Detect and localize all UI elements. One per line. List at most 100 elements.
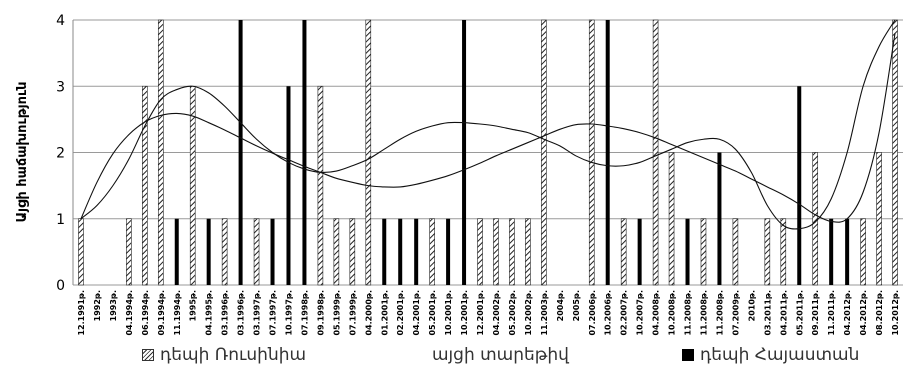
x-tick-label: 11.2011թ. [827,290,836,336]
bar-russia [860,218,866,286]
x-tick-label: 10.2012թ. [891,290,900,336]
bar-russia [126,218,132,286]
bar-armenia [637,218,642,285]
x-tick-label: 04.2001թ. [412,290,421,336]
bar-russia [78,218,84,286]
x-tick-label: 03.1997թ. [253,290,262,336]
bar-russia [588,19,595,286]
x-tick-label: 07.1999թ. [348,290,357,336]
x-tick-label: 11.2008թ. [699,290,708,336]
x-tick-label: 10.2006թ. [604,290,613,336]
bars [78,19,898,286]
bar-russia [892,19,898,286]
bar-russia [620,218,627,286]
x-tick-label: 01.2001թ. [380,290,389,336]
legend-label-trend: այցի տարեթիվ [432,345,569,365]
x-tick-label: 2004թ. [556,290,565,321]
x-tick-label: 04.2000թ. [364,290,373,336]
y-tick-label: 3 [56,79,65,95]
x-tick-label: 07.1997թ. [269,290,278,336]
x-tick-label: 1995թ. [189,290,198,321]
x-tick-label: 03.1996թ. [221,290,230,336]
x-tick-label: 06.1994թ. [141,290,150,336]
x-tick-label: 09.1994թ. [157,290,166,336]
x-tick-label: 11.2008թ. [684,290,693,336]
bar-russia [429,218,435,286]
bar-russia [477,218,483,286]
x-tick-label: 1992թ. [93,290,102,321]
x-tick-label: 04.1994թ. [125,290,134,336]
x-tick-label: 11.1994թ. [173,290,182,336]
bar-russia [700,218,707,286]
x-tick-label: 05.2011թ. [795,290,804,336]
x-tick-label: 04.2008թ. [652,290,661,336]
x-tick-label: 09.1998թ. [316,290,325,336]
bar-russia [876,152,882,286]
x-tick-label: 2010թ. [747,290,756,321]
legend-item-russia: դեպի Ռուսինիա [142,345,306,365]
bar-armenia [302,20,307,285]
legend-label-russia: դեպի Ռուսինիա [160,345,307,365]
bar-armenia [829,218,834,285]
x-tick-label: 10.1997թ. [284,290,293,336]
trendline-0 [80,33,896,223]
bar-armenia [446,218,451,285]
bar-russia [668,152,675,286]
x-tick-label: 10.2007թ. [636,290,645,336]
gridlines [73,19,903,286]
bar-russia [764,218,771,286]
y-tick-label: 2 [56,146,65,162]
x-tick-label: 08.2012թ. [875,290,884,336]
x-tick-label: 12.2001թ. [476,290,485,336]
bar-russia [333,218,340,286]
bar-russia [652,19,659,286]
bar-armenia [382,218,387,285]
x-tick-label: 02.2001թ. [396,290,405,336]
x-tick-label: 04.2002թ. [492,290,501,336]
bar-armenia [462,20,467,285]
x-tick-label: 03.2011թ. [763,290,772,336]
trendlines [80,19,896,230]
x-tick-label: 04.1995թ. [205,290,214,336]
y-tick-label: 1 [56,212,65,228]
bar-armenia [286,86,291,285]
x-tick-label: 07.1998թ. [300,290,309,336]
bar-armenia [685,218,690,285]
bar-russia [253,218,260,286]
bar-russia [317,85,324,286]
x-tick-label: 04.2012թ. [859,290,868,336]
x-tick-label: 1993թ. [109,290,118,321]
bar-russia [509,218,515,286]
x-tick-label: 05.2001թ. [428,290,437,336]
x-tick-label: 12.1991թ. [77,290,86,336]
x-tick-label: 05.1999թ. [332,290,341,336]
x-tick-label: 10.2001թ. [460,290,469,336]
bar-armenia [845,218,850,285]
axes: 0 1 2 3 4 12.1991թ. 1992թ. 1993թ. 04.1994թ. 06.19… [56,13,900,336]
bar-russia [221,218,228,286]
x-tick-label: 04.2012թ. [843,290,852,336]
bar-armenia [270,218,275,285]
bar-russia [732,218,739,286]
bar-russia [349,218,356,286]
bar-armenia [238,20,243,285]
x-tick-label: 04.2011թ. [779,290,788,336]
x-tick-label: 10.2008թ. [668,290,677,336]
x-tick-label: 10.2001թ. [444,290,453,336]
bar-russia [780,218,787,286]
bar-armenia [414,218,419,285]
x-tick-label: 09.2011թ. [811,290,820,336]
x-tick-label: 03.1996թ. [237,290,246,336]
x-tick-label: 11.2008թ. [715,290,724,336]
bar-armenia [206,218,211,285]
legend-item-armenia: դեպի Հայաստան [682,345,859,365]
x-tick-label: 10.2002թ. [524,290,533,336]
trendline-1 [80,19,896,230]
bar-armenia [797,86,802,285]
bar-armenia [605,20,610,285]
bar-russia [142,85,148,286]
x-tick-label: 2005թ. [572,290,581,321]
bar-russia [812,152,819,286]
bar-russia [157,19,164,286]
x-tick-label: 02.2007թ. [620,290,629,336]
